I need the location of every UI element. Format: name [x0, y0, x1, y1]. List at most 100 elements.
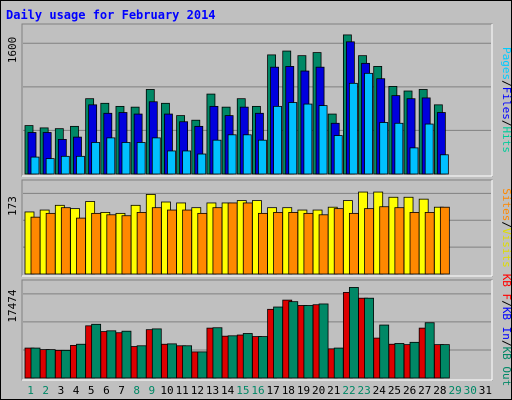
bar-kb-out-day-4	[76, 343, 86, 379]
x-tick-label: 31	[479, 384, 492, 397]
bar-kb-out-day-15	[242, 333, 253, 379]
x-tick-label: 26	[403, 384, 416, 397]
bar-sites-day-15	[242, 202, 253, 275]
x-tick-label: 12	[191, 384, 204, 397]
y-max-label: 1600	[6, 37, 19, 64]
bar-pages-day-23	[364, 72, 373, 175]
bar-sites-day-20	[318, 214, 329, 275]
bar-kb-out-day-9	[151, 328, 162, 379]
bar-sites-day-25	[394, 207, 405, 275]
bar-sites-day-28	[439, 206, 450, 275]
bar-sites-day-3	[60, 207, 71, 275]
bar-pages-day-13	[212, 139, 222, 175]
x-tick-label: 24	[373, 384, 387, 397]
x-tick-label: 21	[327, 384, 340, 397]
bar-sites-day-2	[45, 212, 56, 275]
legend-entry: /	[500, 120, 512, 127]
bar-kb-out-day-3	[60, 349, 71, 379]
bar-pages-day-26	[409, 147, 419, 175]
bar-kb-out-day-26	[409, 341, 420, 379]
bar-pages-day-18	[288, 102, 298, 175]
legend-entry: Hits	[500, 127, 512, 154]
bar-pages-day-11	[182, 150, 192, 175]
bar-sites-day-26	[409, 212, 420, 275]
bar-sites-day-24	[379, 206, 390, 275]
x-tick-label: 9	[149, 384, 156, 397]
bar-kb-out-day-27	[424, 322, 435, 379]
panel-top: 1600 Pages/Files/Hits	[6, 23, 512, 177]
bar-kb-out-day-12	[197, 351, 208, 379]
legend-entry: Visits	[500, 228, 512, 268]
x-tick-label: 14	[221, 384, 235, 397]
bar-pages-day-21	[333, 135, 343, 175]
bar-sites-day-19	[303, 212, 314, 275]
bar-sites-day-22	[348, 212, 359, 275]
x-tick-label: 18	[282, 384, 295, 397]
bar-kb-out-day-16	[258, 336, 268, 379]
bar-pages-day-27	[424, 123, 434, 175]
bar-pages-day-20	[318, 105, 328, 175]
x-tick-label: 16	[251, 384, 264, 397]
bar-pages-day-17	[273, 105, 282, 175]
legend-entry: /	[500, 300, 512, 307]
bar-pages-day-7	[121, 142, 131, 175]
legend-entry: KB F	[500, 274, 512, 301]
bar-kb-out-day-20	[318, 303, 329, 379]
bar-sites-day-23	[364, 208, 374, 275]
x-tick-label: 30	[464, 384, 477, 397]
x-tick-label: 5	[88, 384, 95, 397]
panel-middle: 173 Sites/Visits	[6, 179, 512, 277]
x-tick-label: 28	[433, 384, 446, 397]
bar-kb-out-day-23	[364, 297, 374, 379]
bar-pages-day-22	[348, 82, 358, 175]
bar-pages-day-4	[76, 155, 85, 175]
axis-legend-bottom: KB F/KB In/KB Out	[500, 274, 512, 387]
bar-pages-day-24	[379, 122, 389, 175]
bar-kb-out-day-2	[45, 349, 56, 379]
bar-pages-day-15	[242, 134, 252, 175]
legend-entry: /	[500, 221, 512, 228]
bar-sites-day-27	[424, 212, 435, 275]
bar-pages-day-1	[30, 156, 40, 175]
bar-pages-day-19	[303, 103, 313, 175]
bar-sites-day-18	[288, 212, 299, 275]
x-tick-label: 15	[236, 384, 249, 397]
x-tick-label: 25	[388, 384, 401, 397]
bar-sites-day-21	[333, 208, 344, 275]
bar-kb-out-day-5	[91, 323, 102, 379]
bar-sites-day-12	[197, 212, 208, 275]
bar-kb-out-day-25	[394, 343, 405, 379]
bar-kb-out-day-14	[227, 335, 238, 379]
legend-entry: /	[500, 340, 512, 347]
bar-kb-out-day-22	[348, 287, 359, 379]
legend-entry: Sites	[500, 188, 512, 221]
x-tick-label: 1	[27, 384, 34, 397]
x-tick-label: 22	[342, 384, 355, 397]
bar-pages-day-25	[394, 122, 404, 175]
bar-sites-day-11	[182, 209, 193, 275]
x-tick-label: 11	[176, 384, 189, 397]
bar-kb-out-day-6	[106, 330, 117, 379]
bar-pages-day-3	[60, 155, 70, 175]
bar-kb-out-day-19	[303, 305, 314, 379]
y-max-label: 17474	[6, 289, 19, 322]
axis-legend-middle: Sites/Visits	[500, 188, 512, 268]
x-tick-label: 7	[118, 384, 125, 397]
legend-entry: KB Out	[500, 347, 512, 387]
bar-pages-day-14	[227, 134, 237, 175]
bar-kb-out-day-7	[121, 330, 132, 379]
chart-title: Daily usage for February 2014	[6, 8, 216, 22]
x-tick-label: 23	[358, 384, 371, 397]
bar-pages-day-8	[136, 142, 146, 175]
bar-pages-day-16	[258, 139, 267, 175]
x-tick-label: 2	[42, 384, 49, 397]
bar-kb-out-day-1	[30, 347, 41, 379]
x-tick-label: 20	[312, 384, 325, 397]
legend-entry: KB In	[500, 307, 512, 340]
x-tick-label: 10	[160, 384, 173, 397]
bar-sites-day-13	[212, 207, 223, 275]
axis-legend-top: Pages/Files/Hits	[500, 47, 512, 153]
bar-kb-out-day-17	[273, 306, 283, 379]
